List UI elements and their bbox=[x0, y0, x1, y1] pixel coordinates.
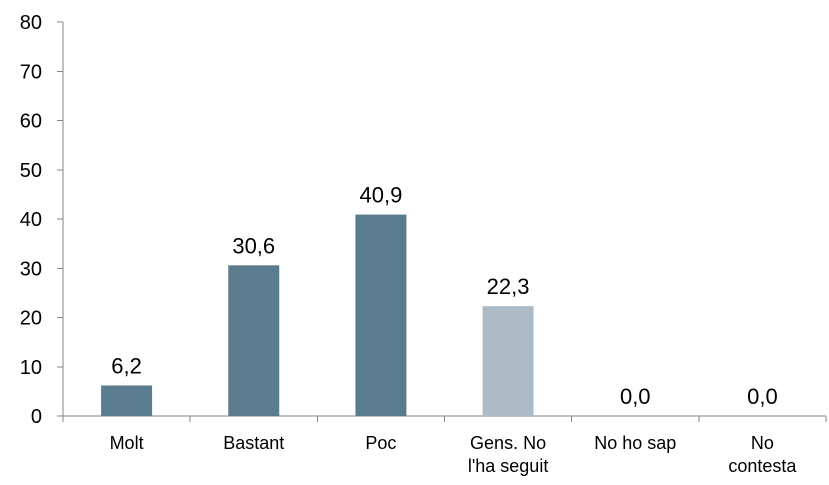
y-tick-label: 0 bbox=[31, 406, 42, 428]
bar bbox=[228, 265, 280, 416]
y-tick-label: 40 bbox=[20, 209, 42, 231]
data-label: 0,0 bbox=[747, 384, 778, 409]
bar bbox=[355, 214, 407, 416]
x-category-label: l'ha seguit bbox=[468, 456, 549, 476]
bar bbox=[482, 306, 534, 416]
x-axis-ticks bbox=[62, 416, 827, 422]
bars bbox=[101, 214, 534, 416]
y-axis-ticks: 0 10 20 30 40 50 60 70 80 bbox=[20, 12, 63, 428]
data-label: 30,6 bbox=[232, 233, 275, 258]
x-category-label: Gens. No bbox=[470, 433, 546, 453]
y-tick-label: 60 bbox=[20, 111, 42, 133]
y-tick-label: 80 bbox=[20, 12, 42, 34]
data-label: 22,3 bbox=[487, 274, 530, 299]
data-label: 0,0 bbox=[620, 384, 651, 409]
data-label: 6,2 bbox=[111, 353, 142, 378]
y-tick-label: 30 bbox=[20, 258, 42, 280]
x-category-label: No bbox=[751, 433, 774, 453]
x-category-label: Poc bbox=[365, 433, 396, 453]
x-category-label: Bastant bbox=[223, 433, 284, 453]
data-labels: 6,2 30,6 40,9 22,3 0,0 0,0 bbox=[111, 183, 777, 409]
axes bbox=[62, 22, 826, 417]
x-category-label: Molt bbox=[110, 433, 144, 453]
data-label: 40,9 bbox=[360, 183, 403, 208]
category-labels: Molt Bastant Poc Gens. No l'ha seguit No ho s… bbox=[110, 433, 798, 476]
y-tick-label: 70 bbox=[20, 61, 42, 83]
bar bbox=[101, 385, 153, 416]
y-tick-label: 10 bbox=[20, 357, 42, 379]
y-tick-label: 20 bbox=[20, 308, 42, 330]
y-tick-label: 50 bbox=[20, 160, 42, 182]
x-category-label: contesta bbox=[728, 456, 797, 476]
x-category-label: No ho sap bbox=[594, 433, 676, 453]
